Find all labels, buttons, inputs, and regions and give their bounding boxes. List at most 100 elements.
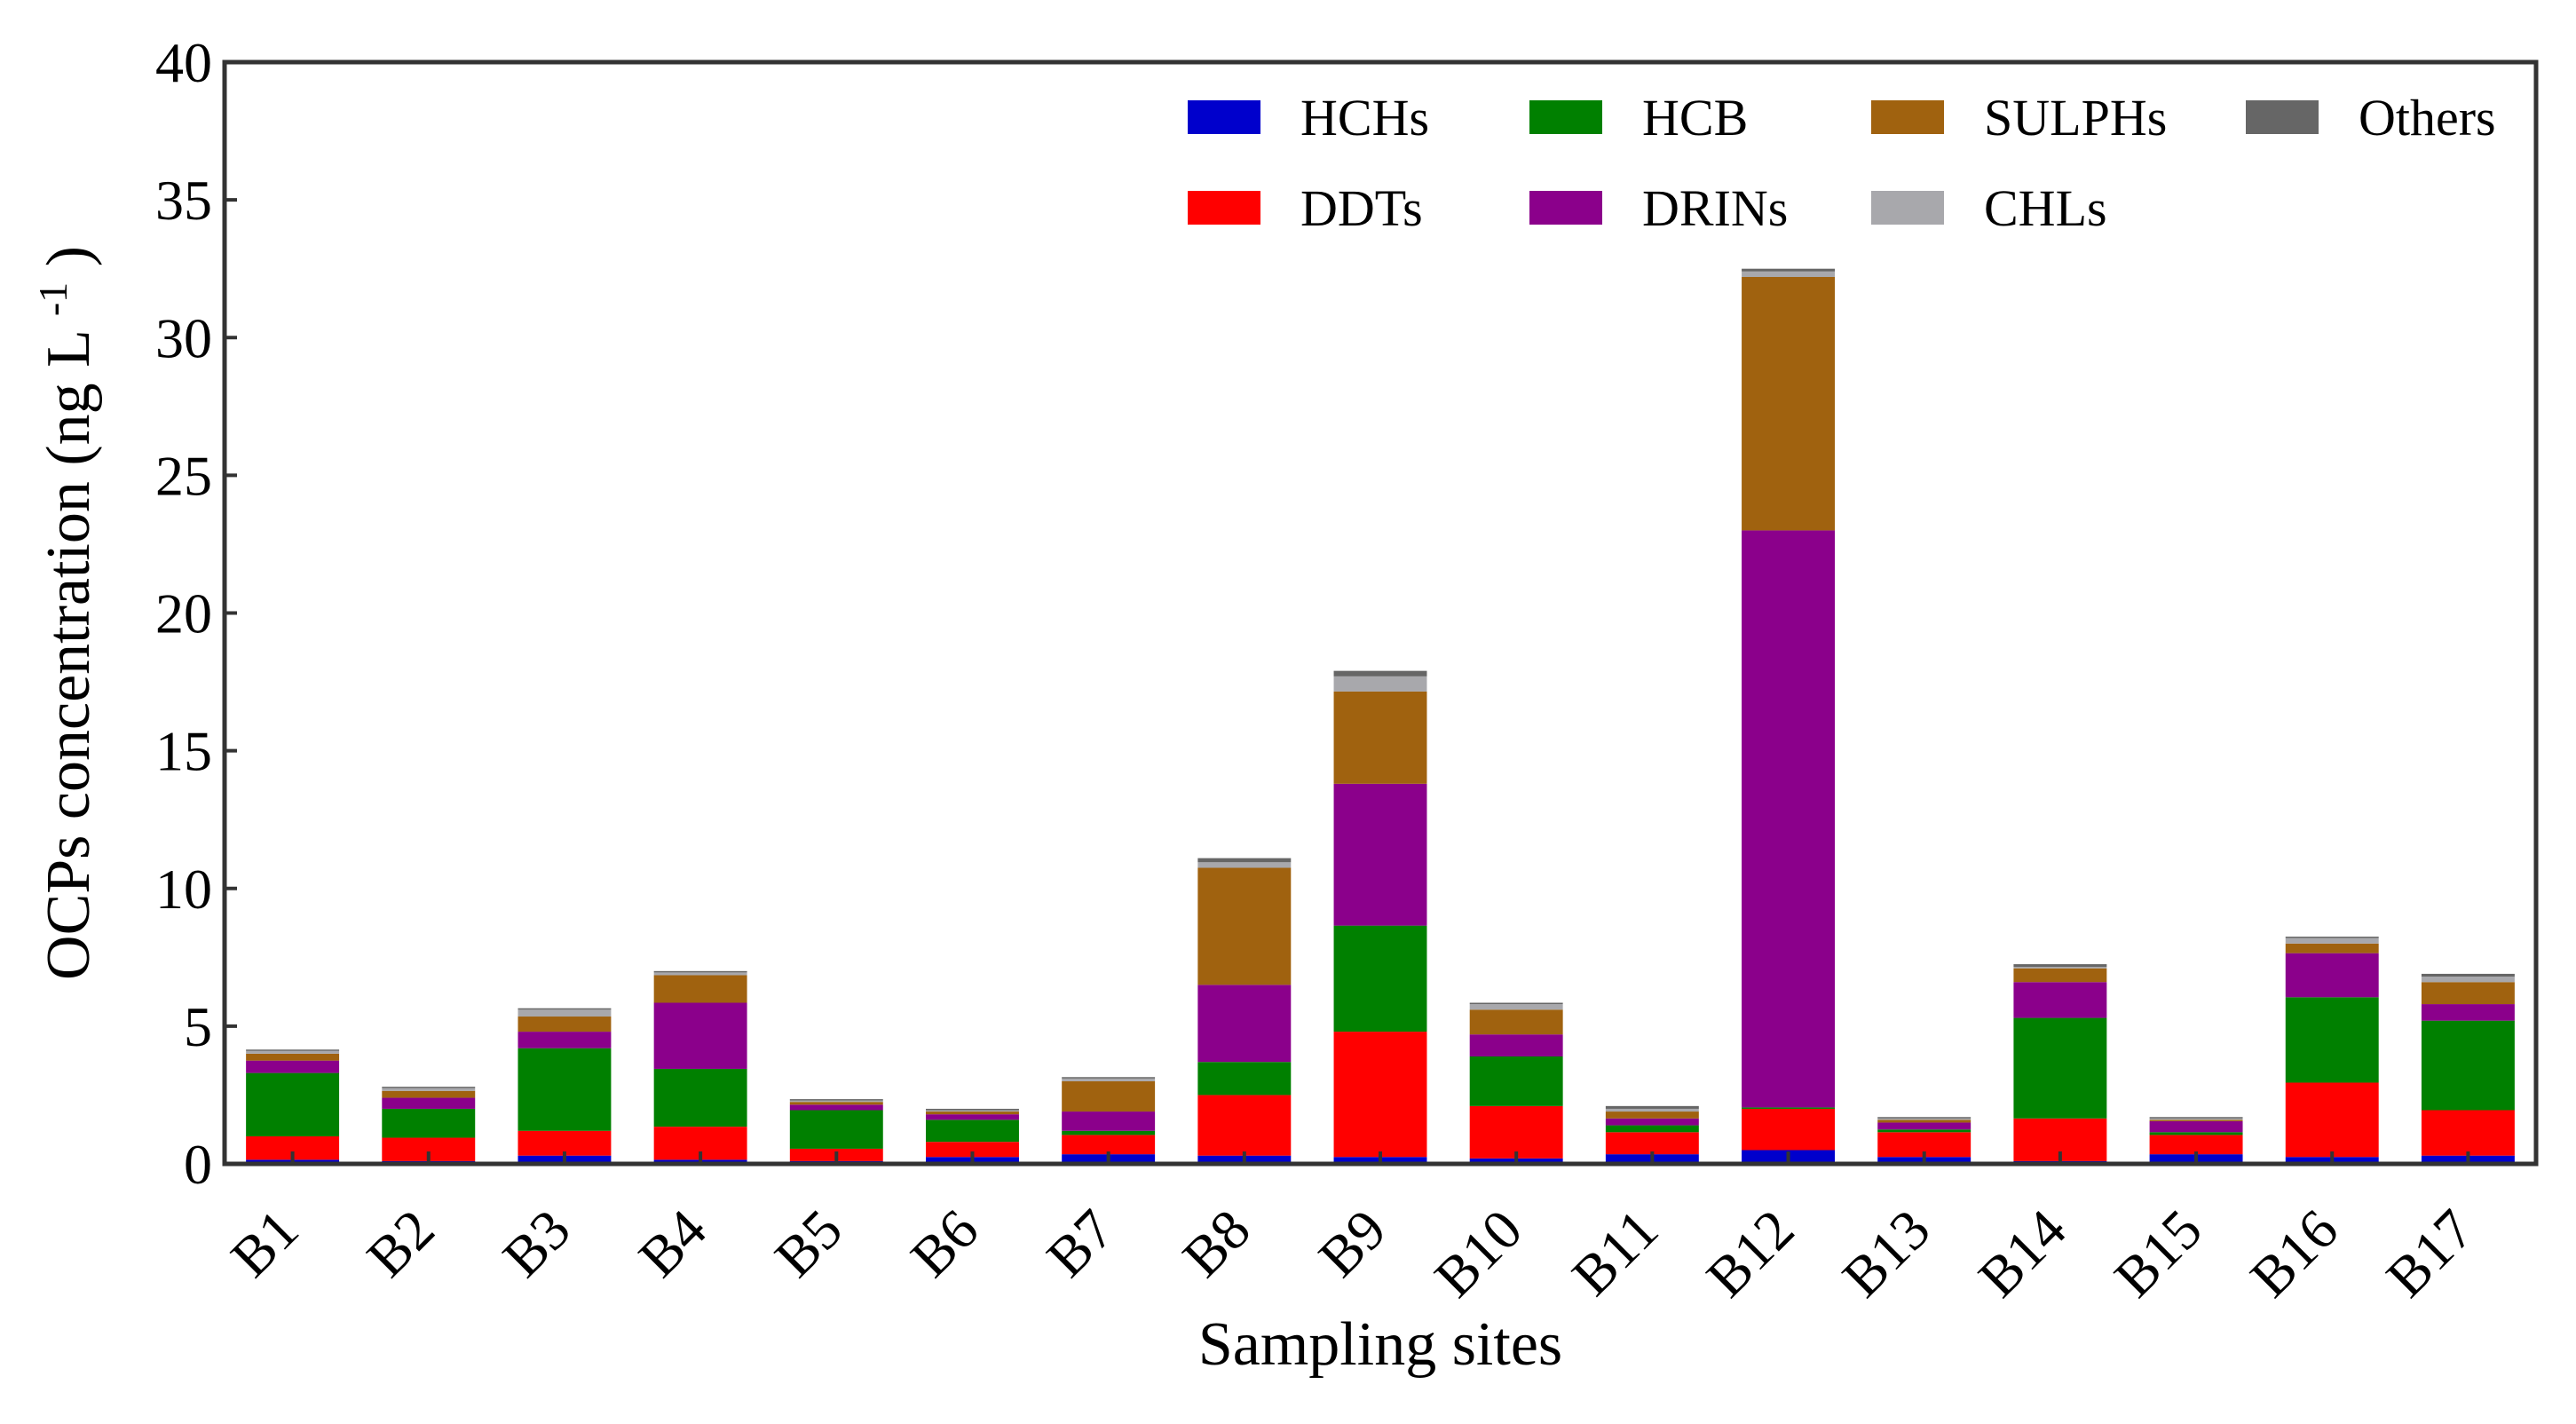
bar-segment-b3-others xyxy=(518,1008,612,1010)
x-tick-label: B15 xyxy=(2102,1198,2214,1309)
bar-segment-b9-hcb xyxy=(1333,925,1427,1032)
bar-segment-b4-chls xyxy=(653,972,747,976)
bar-segment-b13-hcb xyxy=(1877,1129,1972,1133)
bar-segment-b12-drins xyxy=(1742,530,1835,1108)
legend-swatch-drins xyxy=(1529,191,1602,225)
x-tick-label: B13 xyxy=(1830,1198,1942,1309)
bar-segment-b1-chls xyxy=(246,1050,340,1054)
bar-segment-b16-ddts xyxy=(2285,1082,2379,1158)
bar-segment-b5-hcb xyxy=(789,1110,883,1149)
legend-swatch-ddts xyxy=(1188,191,1260,225)
bar-segment-b1-hcb xyxy=(246,1072,340,1136)
bar-segment-b12-ddts xyxy=(1742,1108,1835,1151)
x-tick-label: B4 xyxy=(627,1198,718,1289)
x-tick-label: B3 xyxy=(491,1198,582,1289)
bar-segment-b15-ddts xyxy=(2149,1135,2243,1155)
bar-segment-b10-sulphs xyxy=(1469,1009,1563,1035)
bar-segment-b5-sulphs xyxy=(789,1102,883,1105)
bar-segment-b3-drins xyxy=(518,1032,612,1048)
y-tick-label: 10 xyxy=(155,858,212,921)
x-tick-label: B6 xyxy=(898,1198,990,1289)
bar-segment-b5-chls xyxy=(789,1100,883,1103)
bar-segment-b13-others xyxy=(1877,1117,1972,1119)
bar-segment-b5-others xyxy=(789,1099,883,1101)
bar-segment-b2-chls xyxy=(382,1088,476,1091)
bar-segment-b11-hcb xyxy=(1605,1125,1699,1133)
legend-swatch-hcb xyxy=(1529,100,1602,134)
bar-segment-b15-others xyxy=(2149,1117,2243,1119)
legend-swatch-hchs xyxy=(1188,100,1260,134)
x-tick-label: B1 xyxy=(218,1198,310,1289)
x-tick-label: B8 xyxy=(1171,1198,1262,1289)
x-tick-label: B5 xyxy=(763,1198,854,1289)
bar-segment-b2-drins xyxy=(382,1097,476,1109)
bar-segment-b16-drins xyxy=(2285,953,2379,998)
bar-segment-b8-others xyxy=(1197,858,1292,863)
bar-segment-b14-sulphs xyxy=(2013,968,2107,983)
bar-segment-b9-others xyxy=(1333,670,1427,676)
axis-labels: Sampling sites OCPs concentration (ng L … xyxy=(30,246,1563,1379)
bar-segment-b3-hcb xyxy=(518,1048,612,1131)
bar-segment-b17-sulphs xyxy=(2421,982,2515,1005)
bar-segment-b14-others xyxy=(2013,964,2107,968)
bar-segment-b11-others xyxy=(1605,1105,1699,1109)
bar-segment-b8-hcb xyxy=(1197,1062,1292,1096)
bar-segment-b16-chls xyxy=(2285,937,2379,944)
bar-segment-b9-ddts xyxy=(1333,1032,1427,1158)
bar-segment-b7-chls xyxy=(1062,1078,1156,1081)
bar-segment-b7-hcb xyxy=(1062,1130,1156,1135)
y-axis-title-main: OCPs concentration (ng L xyxy=(35,332,103,980)
bar-segment-b2-hcb xyxy=(382,1108,476,1138)
x-axis-title: Sampling sites xyxy=(1198,1310,1562,1379)
y-tick-label: 25 xyxy=(155,444,212,507)
bar-segment-b14-chls xyxy=(2013,967,2107,969)
bar-segment-b10-hcb xyxy=(1469,1056,1563,1106)
bar-segment-b2-others xyxy=(382,1087,476,1088)
x-tick-label: B9 xyxy=(1307,1198,1398,1289)
bar-segment-b13-chls xyxy=(1877,1118,1972,1120)
y-axis-title-superscript: -1 xyxy=(30,282,75,316)
bar-segment-b3-sulphs xyxy=(518,1017,612,1032)
bar-segment-b17-chls xyxy=(2421,977,2515,983)
bar-segment-b15-drins xyxy=(2149,1120,2243,1133)
y-tick-label: 30 xyxy=(155,306,212,369)
bar-segment-b7-ddts xyxy=(1062,1135,1156,1155)
bar-segment-b5-drins xyxy=(789,1104,883,1111)
bar-segment-b11-sulphs xyxy=(1605,1112,1699,1119)
bar-segment-b6-others xyxy=(926,1108,1019,1111)
bar-segment-b3-chls xyxy=(518,1009,612,1017)
legend-label-sulphs: SULPHs xyxy=(1984,89,2167,146)
legend-swatch-chls xyxy=(1871,191,1944,225)
bar-segment-b9-drins xyxy=(1333,783,1427,926)
y-tick-label: 40 xyxy=(155,31,212,94)
y-tick-label: 15 xyxy=(155,720,212,783)
bar-segment-b4-drins xyxy=(653,1002,747,1069)
x-tick-label: B16 xyxy=(2238,1198,2350,1309)
y-tick-label: 5 xyxy=(184,995,212,1058)
y-tick-label: 35 xyxy=(155,169,212,232)
bar-segment-b4-others xyxy=(653,970,747,973)
bar-segment-b4-hcb xyxy=(653,1068,747,1127)
bar-segment-b15-chls xyxy=(2149,1118,2243,1120)
y-axis-title-close: ) xyxy=(35,246,103,266)
bar-segment-b12-others xyxy=(1742,268,1835,272)
x-tick-label: B17 xyxy=(2375,1198,2486,1309)
bar-segment-b17-ddts xyxy=(2421,1110,2515,1156)
bar-segment-b7-drins xyxy=(1062,1112,1156,1131)
plot-frame xyxy=(222,59,2539,1167)
bar-segment-b1-others xyxy=(246,1049,340,1051)
bar-segment-b6-chls xyxy=(926,1110,1019,1112)
bar-segment-b6-drins xyxy=(926,1114,1019,1120)
bar-segment-b11-drins xyxy=(1605,1118,1699,1126)
bar-segment-b11-chls xyxy=(1605,1108,1699,1112)
bar-segment-b12-chls xyxy=(1742,271,1835,277)
bar-segment-b6-sulphs xyxy=(926,1112,1019,1115)
bar-segment-b13-sulphs xyxy=(1877,1119,1972,1123)
bar-segment-b17-hcb xyxy=(2421,1020,2515,1111)
bar-segment-b10-chls xyxy=(1469,1004,1563,1010)
legend-swatch-sulphs xyxy=(1871,100,1944,134)
bar-segment-b9-sulphs xyxy=(1333,691,1427,784)
bar-segment-b7-sulphs xyxy=(1062,1080,1156,1112)
bar-segment-b9-chls xyxy=(1333,676,1427,692)
